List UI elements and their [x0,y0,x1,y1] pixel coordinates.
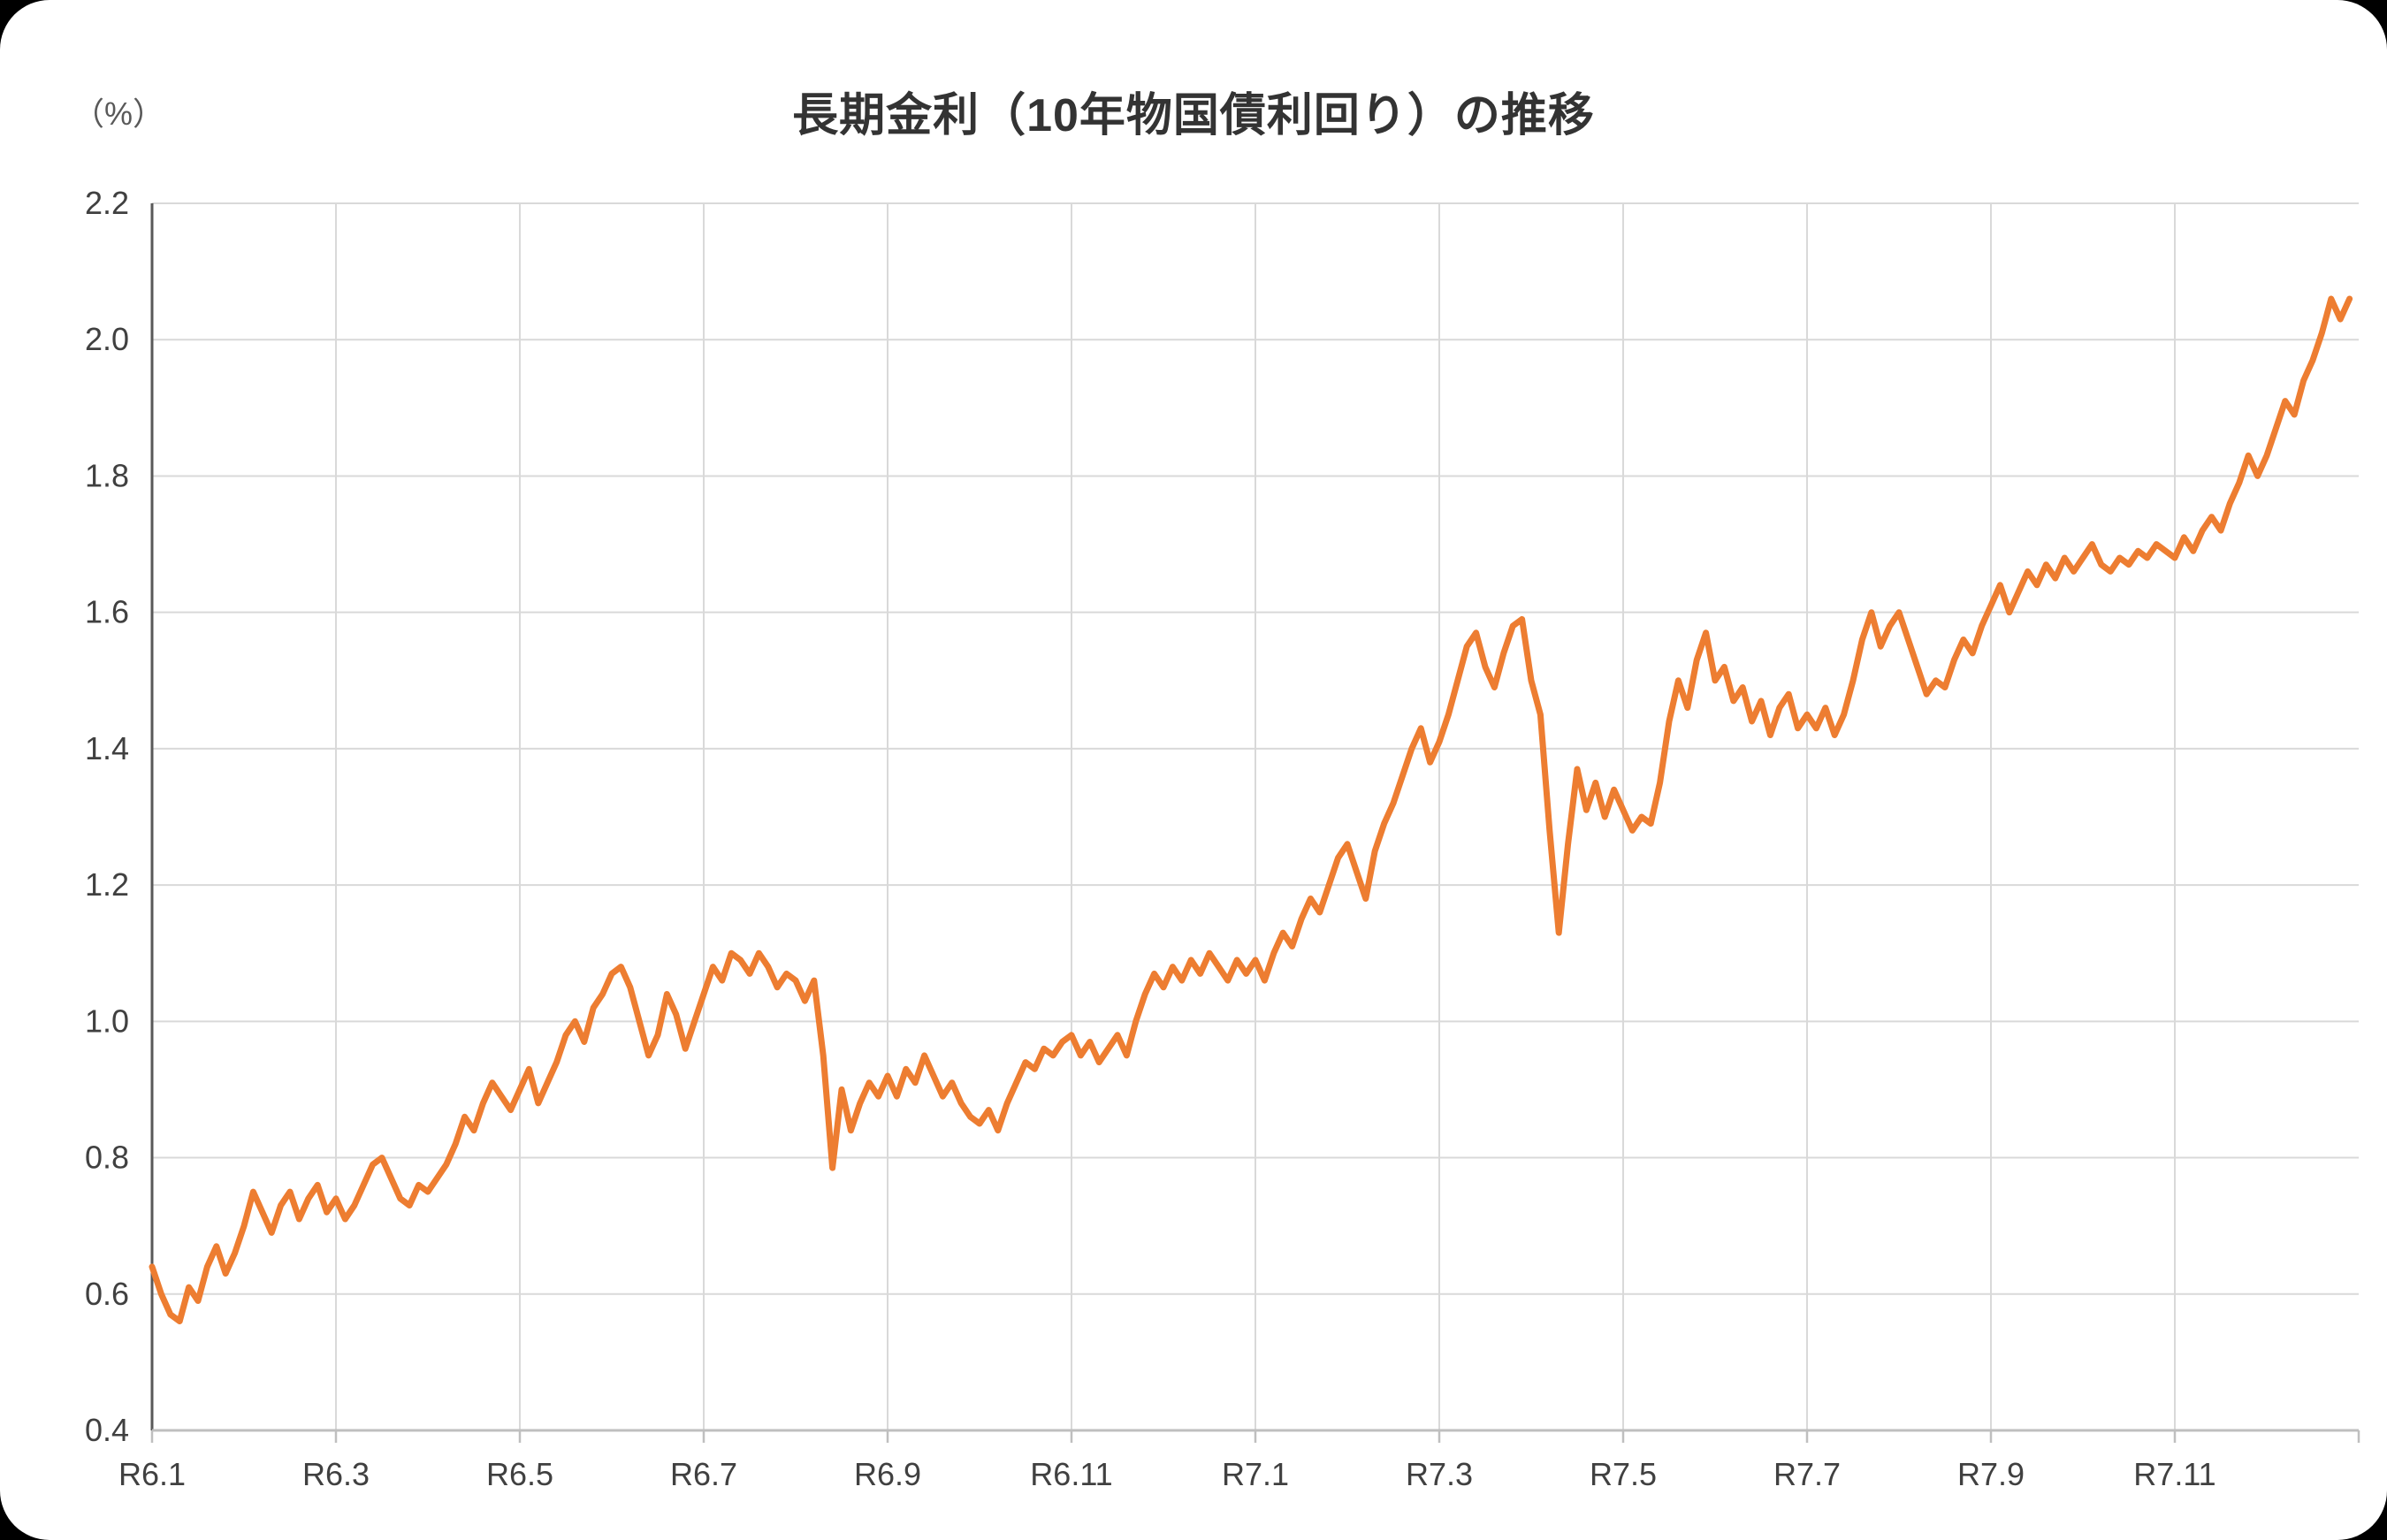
axis-tick-label: R6.11 [1030,1456,1112,1492]
axis-tick-label: 0.4 [85,1412,129,1448]
chart-title: 長期金利（10年物国債利回り）の推移 [792,90,1595,141]
axis-tick-label: R6.1 [118,1456,186,1492]
axis-tick-label: R7.9 [1957,1456,2025,1492]
yield-series-line [149,295,2353,1325]
axis-tick-label: R7.3 [1406,1456,1473,1492]
axis-tick-label: R7.1 [1222,1456,1289,1492]
axis-tick-label: 1.0 [85,1003,129,1039]
axis-tick-label: R6.3 [302,1456,370,1492]
axis-tick-label: R6.9 [854,1456,921,1492]
axis-tick-label: R7.7 [1773,1456,1841,1492]
axis-tick-label: R6.7 [670,1456,737,1492]
axis-tick-label: R6.5 [486,1456,553,1492]
axis-tick-label: 0.6 [85,1276,129,1312]
axis-tick-label: R7.11 [2133,1456,2215,1492]
axis-tick-label: R7.5 [1590,1456,1657,1492]
axis-tick-label: 1.2 [85,866,129,903]
axis-tick-label: 0.8 [85,1140,129,1176]
axis-tick-label: 1.4 [85,730,129,766]
axis-tick-label: 1.6 [85,594,129,630]
axis-tick-label: 2.2 [85,185,129,221]
axis-tick-label: 2.0 [85,321,129,357]
axis-tick-label: 1.8 [85,457,129,493]
y-axis-unit-label: （%） [72,95,165,132]
